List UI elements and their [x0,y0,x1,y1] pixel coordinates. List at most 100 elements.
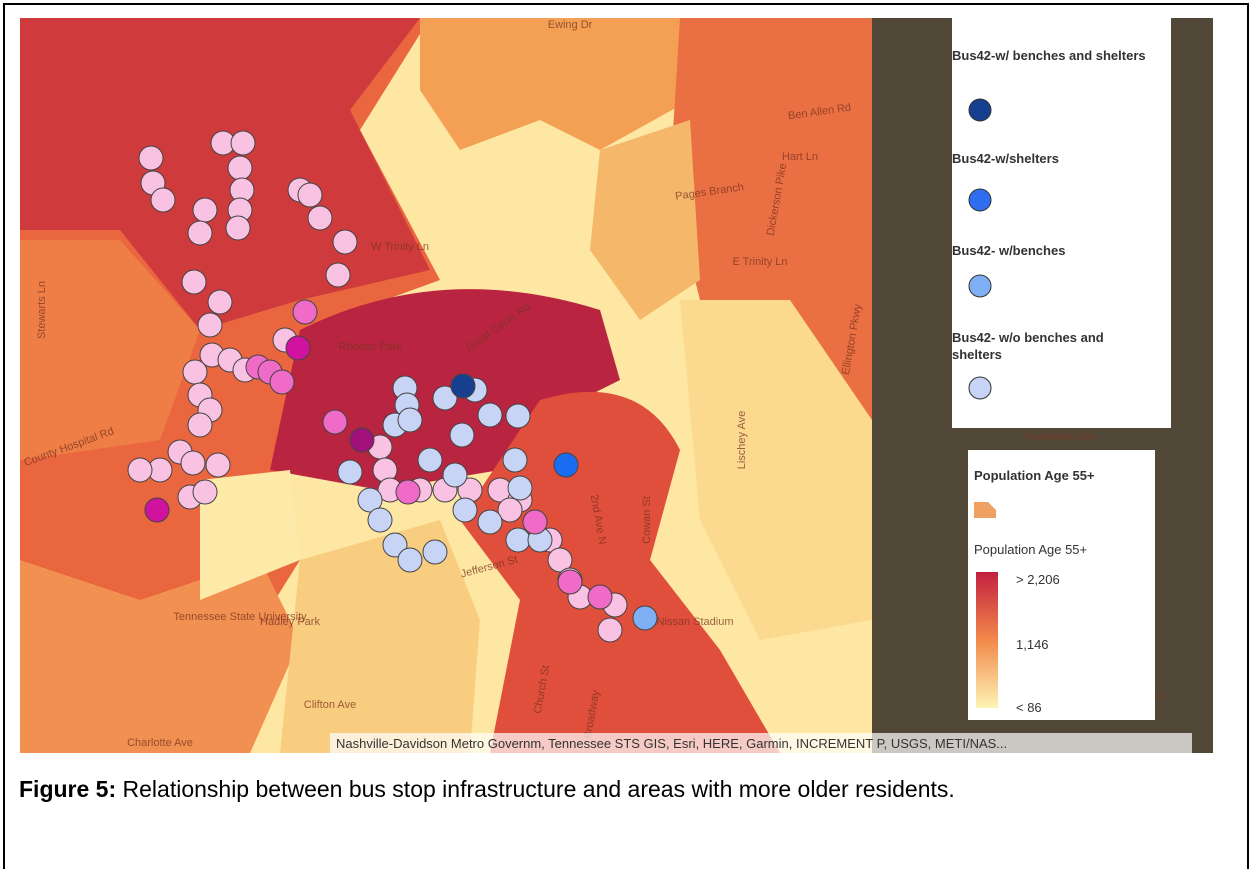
bus-stop [332,229,358,255]
ramp-label: < 86 [1016,700,1042,715]
bus-stop [230,130,256,156]
bus-stop [422,539,448,565]
bus-stop [227,155,253,181]
bus-stop [505,403,531,429]
bus-stop [477,509,503,535]
bus-stop [417,447,443,473]
bus-stop [144,497,170,523]
ramp-label: 1,146 [1016,637,1049,652]
bus-stop [357,487,383,513]
population-title: Population Age 55+ [974,468,1095,483]
map-label: Rhodes Park [338,341,402,353]
map-label: Stewarts Ln [36,281,48,339]
legend-label: Bus42- w/benches [952,243,1065,258]
bus-stop [192,197,218,223]
legend: Bus42-w/ benches and shelters Bus42-w/sh… [952,18,1171,428]
bus-stop [297,182,323,208]
attribution: Nashville-Davidson Metro Governm, Tennes… [336,736,1007,751]
population-subtitle: Population Age 55+ [974,542,1087,557]
bus-stop [553,452,579,478]
bus-stop [442,462,468,488]
tract [20,240,200,460]
population-legend-svg: Population Age 55+ Population Age 55+ > … [974,468,1095,715]
map-label: Lischey Ave [736,411,748,470]
tract [20,560,300,753]
bus-stop [497,497,523,523]
tract [420,18,700,150]
bus-stop [187,220,213,246]
legend-swatch [968,98,992,122]
bus-stop [322,409,348,435]
bus-stop [597,617,623,643]
bus-stop [557,569,583,595]
bus-stop [449,422,475,448]
map-label: Clifton Ave [304,699,356,711]
bus-stop [587,584,613,610]
map-label: Hadley Park [260,616,320,628]
legend-swatch [968,274,992,298]
map-label: Tennessee State University [173,611,307,623]
map-label: W Trinity Ln [371,241,429,253]
bus-stop [547,547,573,573]
bus-stop [292,299,318,325]
bus-stop [505,527,531,553]
bus-stop [225,215,251,241]
legend-svg: Bus42-w/ benches and shelters Bus42-w/sh… [952,48,1146,400]
bus-stop [269,369,295,395]
tract [590,120,700,320]
legend-label: Bus42-w/shelters [952,151,1059,166]
bus-stop [180,450,206,476]
map-label: E Trinity Ln [732,256,787,268]
bus-stop [187,412,213,438]
legend-label: Bus42-w/ benches and shelters [952,48,1146,63]
map-label: Rosebank Ave [1025,431,1096,443]
frame [3,3,1249,869]
bus-stop [397,407,423,433]
legend-label: Bus42-w/ benches and shelters [952,48,1146,63]
bus-stop [181,269,207,295]
map-label: Cowan St [641,496,653,544]
bus-stop [150,187,176,213]
bus-stop [522,509,548,535]
caption-text: Relationship between bus stop infrastruc… [116,776,955,802]
bus-stop [205,452,231,478]
map-label: Hart Ln [782,151,818,163]
legend-swatch [968,188,992,212]
tract [20,18,430,330]
bus-stop [307,205,333,231]
legend-swatch [968,376,992,400]
ramp-label: > 2,206 [1016,572,1060,587]
bus-stop [285,335,311,361]
tract [460,391,780,753]
bus-stop [477,402,503,428]
bus-stop [507,475,533,501]
bus-stop [502,447,528,473]
population-legend: Population Age 55+ Population Age 55+ > … [968,450,1155,720]
bus-stop [382,532,408,558]
bus-stop [397,547,423,573]
population-swatch [974,502,996,518]
tract [280,520,480,753]
tract [680,300,872,640]
bus-stop [367,507,393,533]
tract [200,470,300,600]
bus-stop [349,427,375,453]
map-label: Charlotte Ave [127,737,193,749]
bus-stop [325,262,351,288]
bus-stop [197,312,223,338]
attribution-bg [330,733,1192,753]
bus-stop [192,479,218,505]
bus-stop [337,459,363,485]
map-label: Ewing Dr [548,19,593,31]
bus-stop [432,385,458,411]
bus-stop [138,145,164,171]
bus-stop [127,457,153,483]
legend-label: Bus42- w/o benches and shelters [952,330,1104,362]
caption-label: Figure 5: [19,776,117,802]
bus-stop [450,373,476,399]
bus-stop [207,289,233,315]
bus-stop [452,497,478,523]
map-label: Nissan Stadium [656,616,733,628]
bus-stop [182,359,208,385]
